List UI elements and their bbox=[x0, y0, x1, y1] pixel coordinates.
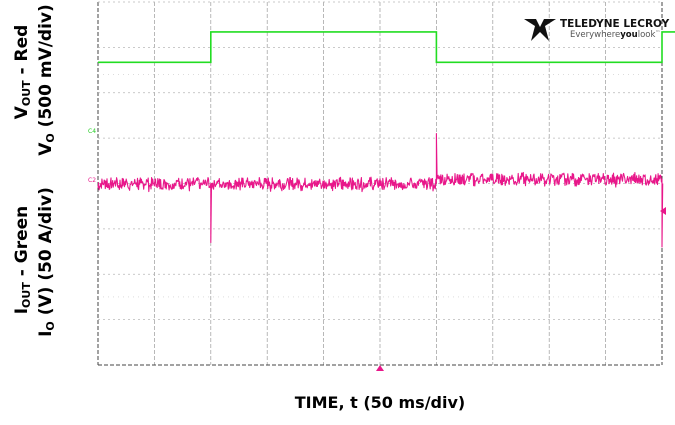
teledyne-logo-icon bbox=[524, 19, 556, 41]
ylabel-bottom-2-main: I bbox=[36, 331, 56, 337]
logo-brand: TELEDYNE LECROY bbox=[560, 18, 670, 30]
channel-marker-green: C4 bbox=[88, 128, 96, 135]
logo: TELEDYNE LECROY Everywhereyoulook™ bbox=[524, 18, 670, 41]
channel-marker-red: C2 bbox=[88, 177, 96, 184]
ylabel-bottom-line2: IO (V) (50 A/div) bbox=[36, 187, 57, 337]
ylabel-top-2-rest: (500 mV/div) bbox=[36, 4, 56, 133]
tagline-part2: look bbox=[638, 30, 656, 40]
svg-text:VO (500 mV/div): VO (500 mV/div) bbox=[36, 4, 57, 156]
ylabel-top-1-main: V bbox=[12, 105, 32, 119]
ylabel-top-line2: VO (500 mV/div) bbox=[36, 4, 57, 156]
tagline-bold: you bbox=[620, 30, 637, 40]
xlabel: TIME, t (50 ms/div) bbox=[295, 393, 465, 412]
ylabel-bottom-1-rest: - Green bbox=[12, 206, 32, 282]
ylabel-top-line1: VOUT - Red bbox=[12, 25, 33, 120]
series-line-2 bbox=[97, 133, 664, 248]
tagline-part1: Everywhere bbox=[570, 30, 620, 40]
traces bbox=[97, 31, 675, 248]
svg-text:VOUT - Red: VOUT - Red bbox=[12, 25, 33, 120]
ylabel-top-1-rest: - Red bbox=[12, 25, 32, 81]
ylabel-bottom-1-sub: OUT bbox=[20, 282, 33, 308]
ylabel-bottom-2-rest: (V) (50 A/div) bbox=[36, 187, 56, 321]
svg-text:IO (V) (50 A/div): IO (V) (50 A/div) bbox=[36, 187, 57, 337]
ylabel-top-1-sub: OUT bbox=[20, 80, 33, 106]
ylabel-bottom-line1: IOUT - Green bbox=[12, 206, 33, 315]
ylabel-top-2-sub: O bbox=[44, 133, 57, 142]
ylabel-bottom-2-sub: O bbox=[44, 321, 57, 330]
logo-tagline: Everywhereyoulook™ bbox=[570, 30, 660, 40]
tagline-tm: ™ bbox=[655, 30, 660, 36]
svg-text:IOUT - Green: IOUT - Green bbox=[12, 206, 33, 315]
offset-marker bbox=[660, 207, 666, 215]
ylabel-top-2-main: V bbox=[36, 142, 56, 156]
trigger-marker bbox=[376, 365, 384, 371]
ylabel-bottom-1-main: I bbox=[12, 308, 32, 314]
series-line-1 bbox=[98, 31, 675, 64]
